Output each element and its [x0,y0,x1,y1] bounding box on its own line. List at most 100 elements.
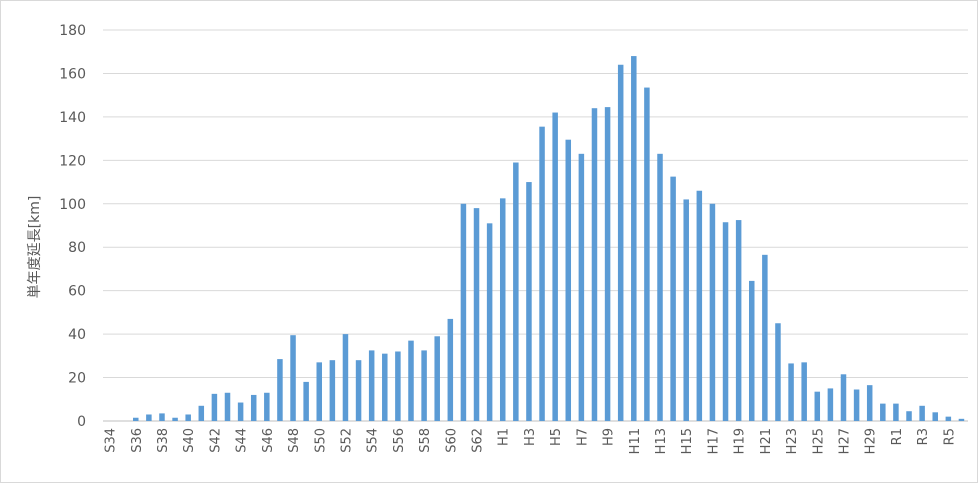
bar-S40 [185,414,191,421]
bar-H21 [762,254,768,421]
x-tick-label: H3 [523,428,538,446]
x-tick-label: H9 [602,428,617,446]
bar-S56 [395,351,401,421]
x-tick-label: S42 [208,428,223,453]
y-tick-label: 60 [68,284,86,300]
bar-S47 [277,359,283,421]
bar-H4 [539,126,545,422]
y-tick-label: 120 [59,153,86,169]
bar-S59 [434,336,440,421]
bar-S57 [408,340,414,421]
bar-H20 [748,280,755,421]
x-tick-label: H17 [706,428,721,454]
y-tick-label: 80 [68,240,86,256]
bar-H22 [775,323,781,421]
bar-S51 [329,360,336,421]
bar-H13 [657,153,663,422]
x-tick-label: S38 [156,428,171,453]
y-tick-label: 0 [77,414,86,430]
bar-H26 [827,388,834,421]
bar-S49 [303,381,309,421]
bar-H10 [617,64,624,421]
bar-S38 [159,413,165,421]
y-tick-label: 140 [59,110,86,126]
bar-S41 [198,405,205,421]
bar-H3 [526,182,532,421]
x-tick-label: H23 [785,428,800,454]
bar-H18 [722,222,729,421]
bar-H27 [840,374,847,421]
gridlines [103,29,968,422]
bar-S36 [133,417,139,421]
bar-S62 [473,208,480,421]
bar-S44 [237,402,244,421]
bar-H1 [499,198,506,421]
bar-H14 [670,176,676,421]
bar-S58 [421,350,427,421]
x-tick-label: S46 [261,428,276,453]
bar-S63 [486,223,493,421]
bar-H8 [591,108,598,421]
bar-H30 [880,403,886,421]
x-tick-label: S60 [444,428,459,453]
bar-H12 [644,87,650,421]
x-tick-label: R3 [916,428,931,445]
y-tick-label: 20 [68,371,86,387]
x-tick-label: H7 [575,428,590,446]
bar-S52 [342,334,349,421]
x-tick-label: S40 [182,428,197,453]
bar-S42 [211,393,218,421]
bar-S61 [460,203,467,421]
x-tick-label: S50 [313,428,328,453]
x-tick-label: S44 [235,428,250,453]
bar-R4 [932,412,938,421]
bar-S53 [355,360,362,421]
bar-H28 [853,389,860,421]
y-tick-label: 160 [59,66,86,82]
bar-H6 [565,139,572,422]
x-tick-label: H11 [628,428,643,454]
bar-H5 [552,112,558,422]
x-tick-label: S58 [418,428,433,453]
bar-H25 [814,391,821,421]
bar-H29 [866,385,873,421]
bar-H9 [604,107,611,421]
x-tick-label: H25 [811,428,826,454]
bar-H11 [631,56,637,422]
x-tick-label: S48 [287,428,302,453]
x-tick-label: H27 [837,428,852,454]
x-tick-label: H21 [759,428,774,454]
y-axis-label: 単年度延長[km] [27,196,43,299]
x-tick-label: H29 [864,428,879,454]
bar-S55 [382,353,388,421]
x-tick-label: S62 [471,428,486,453]
bar-R5 [945,416,952,421]
x-tick-label: H1 [497,428,512,446]
x-tick-label: H13 [654,428,669,454]
bar-S48 [290,335,296,421]
bar-H24 [801,362,807,421]
x-tick-label: S54 [366,428,381,453]
bar-H16 [696,190,703,421]
x-axis-tick-labels: S34 S36 S38 S40 S42 S44 S46 S48 S50 S52 S54 S56 S58 S… [104,428,958,454]
x-tick-label: S56 [392,428,407,453]
bar-H19 [735,220,742,421]
bar-S60 [447,318,454,421]
x-tick-label: S36 [130,428,145,453]
x-tick-label: R5 [942,428,957,445]
bar-R1 [893,403,899,421]
bar-S39 [172,417,178,421]
bar-R3 [919,405,925,421]
bar-S37 [146,414,152,421]
y-tick-label: 180 [59,23,86,39]
y-tick-label: 100 [59,197,86,213]
x-tick-label: H15 [680,428,695,454]
bar-S54 [368,350,375,421]
x-tick-label: H19 [733,428,748,454]
bar-H23 [788,363,794,421]
bar-H2 [513,162,519,421]
bar-S46 [264,392,270,421]
bar-S43 [224,392,231,421]
